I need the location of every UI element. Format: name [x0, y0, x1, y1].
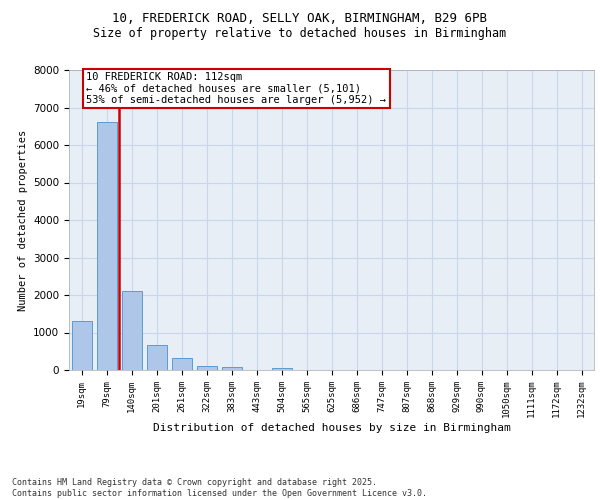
Bar: [121, 291, 142, 370]
Bar: [97, 122, 116, 370]
Bar: [197, 366, 217, 370]
Bar: [146, 345, 167, 370]
Text: Size of property relative to detached houses in Birmingham: Size of property relative to detached ho…: [94, 28, 506, 40]
Text: Contains HM Land Registry data © Crown copyright and database right 2025.
Contai: Contains HM Land Registry data © Crown c…: [12, 478, 427, 498]
Bar: [172, 358, 191, 370]
Text: 10 FREDERICK ROAD: 112sqm
← 46% of detached houses are smaller (5,101)
53% of se: 10 FREDERICK ROAD: 112sqm ← 46% of detac…: [86, 72, 386, 105]
X-axis label: Distribution of detached houses by size in Birmingham: Distribution of detached houses by size …: [152, 423, 511, 433]
Text: 10, FREDERICK ROAD, SELLY OAK, BIRMINGHAM, B29 6PB: 10, FREDERICK ROAD, SELLY OAK, BIRMINGHA…: [113, 12, 487, 26]
Bar: [221, 368, 241, 370]
Y-axis label: Number of detached properties: Number of detached properties: [17, 130, 28, 310]
Bar: [271, 368, 292, 370]
Bar: [71, 320, 91, 370]
